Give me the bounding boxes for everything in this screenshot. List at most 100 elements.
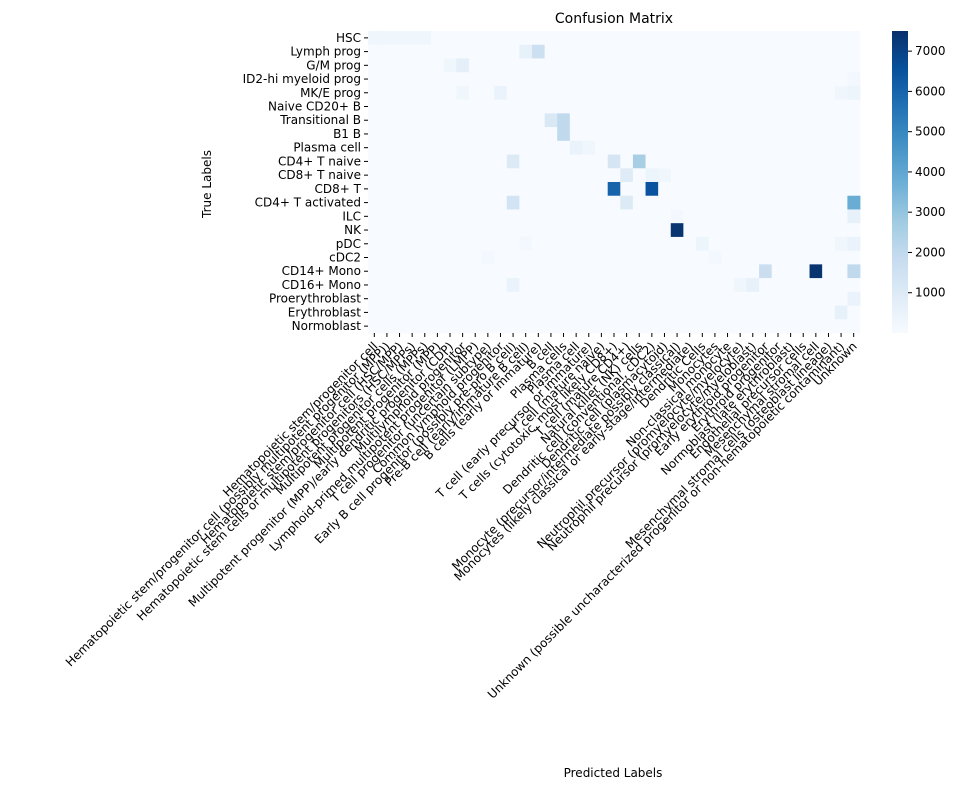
heatmap-cell bbox=[494, 291, 508, 306]
heatmap-cell bbox=[670, 72, 684, 87]
heatmap-cell bbox=[582, 291, 596, 306]
heatmap-cell bbox=[620, 236, 634, 252]
heatmap-cell bbox=[847, 72, 861, 87]
heatmap-cell bbox=[632, 223, 646, 238]
heatmap-cell bbox=[746, 127, 760, 142]
heatmap-cell bbox=[708, 278, 722, 293]
heatmap-cell bbox=[405, 113, 419, 128]
heatmap-cell bbox=[607, 72, 621, 87]
heatmap-cell bbox=[658, 85, 672, 101]
heatmap-cell bbox=[708, 140, 722, 155]
heatmap-cell bbox=[658, 168, 672, 183]
x-tick-labels: Hematopoietic stem/progenitor cellHemato… bbox=[63, 333, 860, 702]
heatmap-cell bbox=[443, 278, 457, 293]
heatmap-cell bbox=[456, 168, 470, 183]
y-tick-label: MK/E prog bbox=[300, 86, 361, 100]
heatmap-cell bbox=[670, 85, 684, 101]
heatmap-cell bbox=[746, 85, 760, 101]
heatmap-cell bbox=[670, 140, 684, 155]
heatmap-cell bbox=[607, 195, 621, 210]
heatmap-cell bbox=[468, 195, 482, 210]
heatmap-cell bbox=[645, 99, 659, 114]
heatmap-cell bbox=[393, 140, 407, 155]
heatmap-cell bbox=[822, 209, 836, 224]
heatmap-cell bbox=[721, 127, 735, 142]
heatmap-cell bbox=[645, 223, 659, 238]
heatmap-cell bbox=[796, 58, 810, 73]
heatmap-cell bbox=[595, 264, 609, 279]
heatmap-cell bbox=[557, 85, 571, 101]
heatmap-cell bbox=[784, 168, 798, 183]
heatmap-cell bbox=[632, 278, 646, 293]
heatmap-cell bbox=[595, 140, 609, 155]
heatmap-cell bbox=[759, 305, 773, 320]
heatmap-cell bbox=[771, 278, 785, 293]
heatmap-cell bbox=[721, 305, 735, 320]
heatmap-cell bbox=[771, 223, 785, 238]
heatmap-cell bbox=[746, 264, 760, 279]
heatmap-cell bbox=[544, 236, 558, 252]
heatmap-cell bbox=[645, 113, 659, 128]
heatmap-cell bbox=[784, 291, 798, 306]
heatmap-cell bbox=[506, 58, 520, 73]
heatmap-cell bbox=[405, 58, 419, 73]
heatmap-cell bbox=[632, 44, 646, 59]
heatmap-cell bbox=[557, 250, 571, 265]
heatmap-cell bbox=[380, 291, 394, 306]
heatmap-cell bbox=[443, 168, 457, 183]
heatmap-cell bbox=[519, 113, 533, 128]
x-axis-label: Predicted Labels bbox=[564, 766, 663, 780]
heatmap-cell bbox=[494, 195, 508, 210]
heatmap-cell bbox=[443, 305, 457, 320]
heatmap-cell bbox=[670, 223, 684, 238]
heatmap-cell bbox=[506, 168, 520, 183]
heatmap-cell bbox=[632, 209, 646, 224]
heatmap-cell bbox=[607, 182, 621, 197]
heatmap-cell bbox=[670, 113, 684, 128]
heatmap-cell bbox=[468, 305, 482, 320]
heatmap-cell bbox=[796, 223, 810, 238]
heatmap-cell bbox=[443, 154, 457, 169]
heatmap-cell bbox=[834, 127, 848, 142]
heatmap-cell bbox=[620, 72, 634, 87]
heatmap-cell bbox=[670, 236, 684, 252]
heatmap-cell bbox=[822, 319, 836, 334]
heatmap-cell bbox=[809, 44, 823, 59]
heatmap-cell bbox=[733, 264, 747, 279]
heatmap-cell bbox=[393, 182, 407, 197]
heatmap-cell bbox=[418, 140, 432, 155]
heatmap-cell bbox=[759, 154, 773, 169]
heatmap-cell bbox=[582, 154, 596, 169]
heatmap-cell bbox=[733, 236, 747, 252]
heatmap-cell bbox=[582, 305, 596, 320]
heatmap-cell bbox=[607, 85, 621, 101]
heatmap-cell bbox=[468, 264, 482, 279]
heatmap-cell bbox=[645, 44, 659, 59]
heatmap-cell bbox=[658, 291, 672, 306]
heatmap-cell bbox=[431, 319, 445, 334]
y-tick-label: G/M prog bbox=[306, 58, 361, 72]
heatmap-cell bbox=[431, 305, 445, 320]
heatmap-cell bbox=[708, 182, 722, 197]
heatmap-cell bbox=[481, 168, 495, 183]
heatmap-cell bbox=[544, 278, 558, 293]
heatmap-cell bbox=[569, 319, 583, 334]
heatmap-cell bbox=[834, 236, 848, 252]
heatmap-cell bbox=[557, 99, 571, 114]
heatmap-cell bbox=[569, 31, 583, 46]
heatmap-cell bbox=[759, 223, 773, 238]
heatmap-cell bbox=[822, 31, 836, 46]
colorbar-tick-label: 3000 bbox=[915, 205, 946, 219]
heatmap-cell bbox=[796, 182, 810, 197]
colorbar-tick-label: 5000 bbox=[915, 125, 946, 139]
heatmap-cell bbox=[481, 195, 495, 210]
heatmap-cell bbox=[696, 99, 710, 114]
heatmap-cell bbox=[834, 305, 848, 320]
heatmap-cell bbox=[733, 58, 747, 73]
heatmap-cell bbox=[405, 127, 419, 142]
heatmap-cell bbox=[658, 195, 672, 210]
heatmap-cell bbox=[759, 99, 773, 114]
heatmap-cell bbox=[834, 44, 848, 59]
heatmap-cell bbox=[670, 182, 684, 197]
heatmap-cell bbox=[771, 168, 785, 183]
